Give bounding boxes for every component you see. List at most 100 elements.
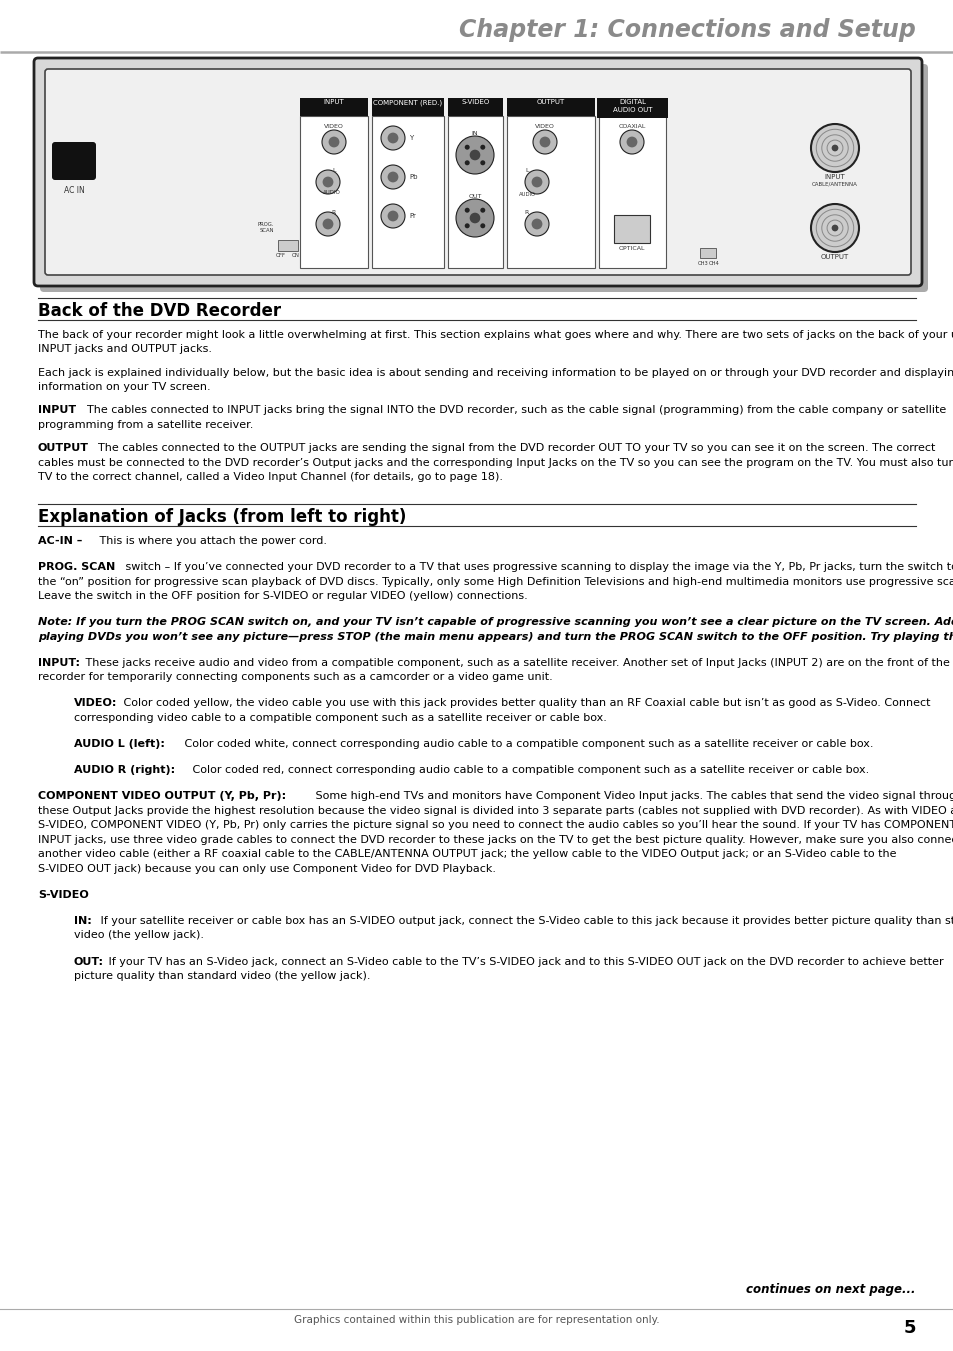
Text: video (the yellow jack).: video (the yellow jack).	[74, 931, 204, 940]
Text: AUDIO L (left):: AUDIO L (left):	[74, 739, 165, 748]
Text: Chapter 1: Connections and Setup: Chapter 1: Connections and Setup	[458, 18, 915, 42]
Circle shape	[531, 177, 542, 188]
Bar	[597, 99, 667, 118]
Circle shape	[380, 165, 405, 189]
Circle shape	[322, 219, 333, 230]
Circle shape	[380, 204, 405, 228]
Circle shape	[315, 212, 339, 236]
Text: Y: Y	[409, 135, 413, 141]
Text: OUT:: OUT:	[74, 957, 104, 966]
Text: Some high-end TVs and monitors have Component Video Input jacks. The cables that: Some high-end TVs and monitors have Comp…	[312, 792, 953, 801]
Circle shape	[380, 126, 405, 150]
Circle shape	[464, 223, 469, 228]
Text: Color coded white, connect corresponding audio cable to a compatible component s: Color coded white, connect corresponding…	[181, 739, 873, 748]
Text: AUDIO: AUDIO	[518, 192, 535, 197]
Text: PROG. SCAN: PROG. SCAN	[38, 562, 115, 571]
Text: picture quality than standard video (the yellow jack).: picture quality than standard video (the…	[74, 971, 370, 981]
Text: AUDIO R (right):: AUDIO R (right):	[74, 765, 175, 775]
Circle shape	[810, 124, 858, 172]
Text: OPTICAL: OPTICAL	[618, 246, 644, 251]
Text: The back of your recorder might look a little overwhelming at first. This sectio: The back of your recorder might look a l…	[38, 330, 953, 340]
Text: Color coded red, connect corresponding audio cable to a compatible component suc: Color coded red, connect corresponding a…	[189, 765, 868, 775]
Text: CH4: CH4	[708, 261, 720, 266]
Circle shape	[626, 136, 637, 147]
Bar	[372, 116, 443, 267]
Text: Explanation of Jacks (from left to right): Explanation of Jacks (from left to right…	[38, 508, 406, 526]
Text: AUDIO: AUDIO	[323, 190, 340, 195]
Bar	[700, 249, 716, 258]
Text: S-VIDEO: S-VIDEO	[38, 890, 89, 900]
Text: S-VIDEO OUT jack) because you can only use Component Video for DVD Playback.: S-VIDEO OUT jack) because you can only u…	[38, 863, 496, 874]
Bar	[614, 215, 649, 243]
Text: COMPONENT (RED.): COMPONENT (RED.)	[373, 99, 442, 105]
Text: S-VIDEO, COMPONENT VIDEO (Y, Pb, Pr) only carries the picture signal so you need: S-VIDEO, COMPONENT VIDEO (Y, Pb, Pr) onl…	[38, 820, 953, 831]
Circle shape	[387, 211, 398, 222]
Circle shape	[524, 212, 548, 236]
Circle shape	[322, 130, 346, 154]
Circle shape	[810, 204, 858, 253]
Text: INPUT: INPUT	[823, 174, 844, 180]
FancyBboxPatch shape	[52, 142, 96, 180]
Text: AUDIO OUT: AUDIO OUT	[612, 107, 652, 113]
Text: S-VIDEO: S-VIDEO	[461, 99, 489, 105]
Text: VIDEO: VIDEO	[324, 124, 344, 128]
Text: This is where you attach the power cord.: This is where you attach the power cord.	[96, 536, 327, 546]
Text: switch – If you’ve connected your DVD recorder to a TV that uses progressive sca: switch – If you’ve connected your DVD re…	[122, 562, 953, 571]
Bar	[277, 240, 297, 251]
FancyBboxPatch shape	[34, 58, 921, 286]
Text: INPUT:: INPUT:	[38, 658, 80, 667]
Circle shape	[524, 170, 548, 195]
Text: Graphics contained within this publication are for representation only.: Graphics contained within this publicati…	[294, 1315, 659, 1325]
Text: another video cable (either a RF coaxial cable to the CABLE/ANTENNA OUTPUT jack;: another video cable (either a RF coaxial…	[38, 850, 896, 859]
Text: OUTPUT: OUTPUT	[820, 254, 848, 259]
Circle shape	[479, 161, 485, 165]
Bar	[372, 99, 443, 116]
Text: Color coded yellow, the video cable you use with this jack provides better quali: Color coded yellow, the video cable you …	[120, 698, 929, 708]
Circle shape	[479, 145, 485, 150]
Text: the “on” position for progressive scan playback of DVD discs. Typically, only so: the “on” position for progressive scan p…	[38, 577, 953, 586]
Bar	[506, 116, 595, 267]
Text: DIGITAL: DIGITAL	[618, 99, 645, 105]
Circle shape	[469, 212, 479, 223]
Circle shape	[456, 136, 494, 174]
Text: The cables connected to the OUTPUT jacks are sending the signal from the DVD rec: The cables connected to the OUTPUT jacks…	[91, 443, 934, 453]
Text: CABLE/ANTENNA: CABLE/ANTENNA	[811, 182, 857, 186]
Text: these Output Jacks provide the highest resolution because the video signal is di: these Output Jacks provide the highest r…	[38, 805, 953, 816]
Bar	[448, 116, 502, 267]
Circle shape	[322, 177, 333, 188]
Text: Leave the switch in the OFF position for S-VIDEO or regular VIDEO (yellow) conne: Leave the switch in the OFF position for…	[38, 592, 527, 601]
Circle shape	[531, 219, 542, 230]
Text: corresponding video cable to a compatible component such as a satellite receiver: corresponding video cable to a compatibl…	[74, 713, 606, 723]
Text: If your TV has an S-Video jack, connect an S-Video cable to the TV’s S-VIDEO jac: If your TV has an S-Video jack, connect …	[105, 957, 943, 966]
Bar	[506, 99, 595, 116]
Text: The cables connected to INPUT jacks bring the signal INTO the DVD recorder, such: The cables connected to INPUT jacks brin…	[80, 405, 945, 415]
Circle shape	[469, 150, 479, 161]
Circle shape	[456, 199, 494, 236]
Text: Pr: Pr	[409, 213, 416, 219]
FancyBboxPatch shape	[45, 69, 910, 276]
Text: AC IN: AC IN	[64, 186, 84, 195]
Circle shape	[831, 145, 838, 151]
FancyBboxPatch shape	[40, 63, 927, 292]
Bar	[448, 99, 502, 116]
Circle shape	[464, 208, 469, 212]
Circle shape	[315, 170, 339, 195]
Text: information on your TV screen.: information on your TV screen.	[38, 382, 211, 392]
Text: INPUT jacks, use three video grade cables to connect the DVD recorder to these j: INPUT jacks, use three video grade cable…	[38, 835, 953, 844]
Bar	[299, 99, 368, 116]
Text: CH3: CH3	[698, 261, 708, 266]
Text: These jacks receive audio and video from a compatible component, such as a satel: These jacks receive audio and video from…	[82, 658, 953, 667]
Circle shape	[387, 172, 398, 182]
Text: INPUT: INPUT	[323, 99, 344, 105]
Circle shape	[539, 136, 550, 147]
Text: OUT: OUT	[468, 195, 481, 199]
Bar	[598, 116, 665, 267]
Text: Note: If you turn the PROG SCAN switch on, and your TV isn’t capable of progress: Note: If you turn the PROG SCAN switch o…	[38, 617, 953, 627]
Text: PROG.: PROG.	[257, 222, 274, 227]
Text: INPUT jacks and OUTPUT jacks.: INPUT jacks and OUTPUT jacks.	[38, 345, 212, 354]
Text: COAXIAL: COAXIAL	[618, 124, 645, 128]
Text: OUTPUT: OUTPUT	[537, 99, 564, 105]
Text: VIDEO:: VIDEO:	[74, 698, 117, 708]
Text: OFF: OFF	[275, 253, 286, 258]
Text: 5: 5	[902, 1319, 915, 1337]
